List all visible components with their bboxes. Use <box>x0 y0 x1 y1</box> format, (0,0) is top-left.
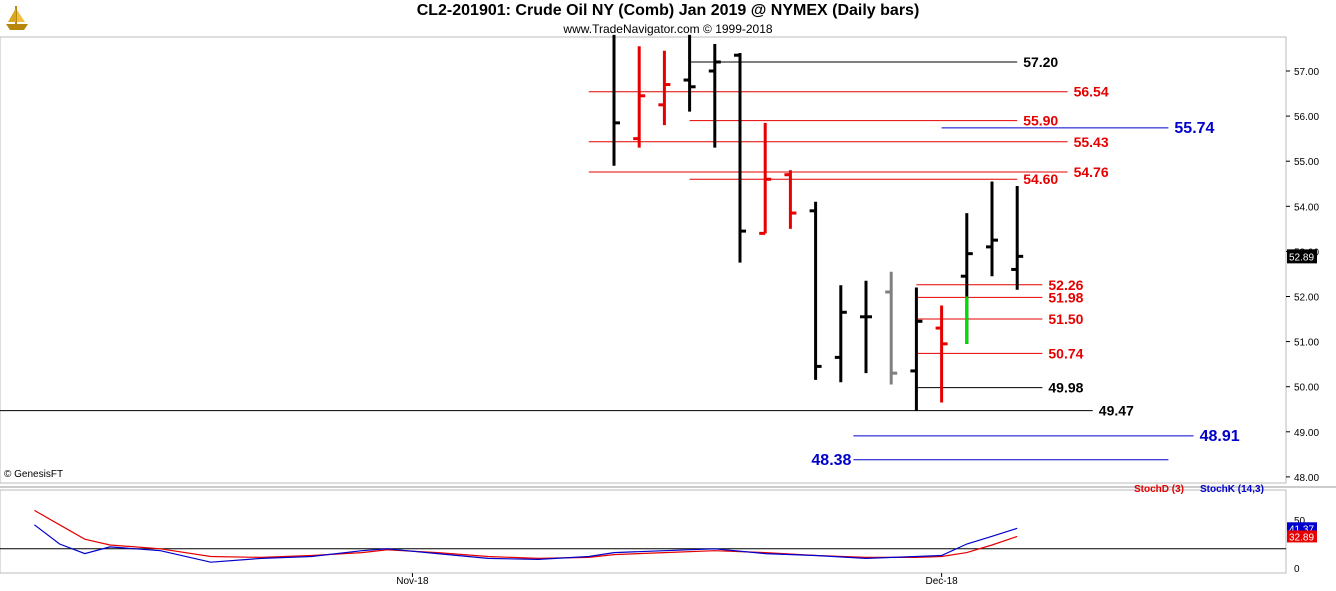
y-tick-label: 49.00 <box>1294 428 1319 439</box>
x-tick-label: Dec-18 <box>925 576 958 587</box>
indicator-panel <box>0 489 1287 574</box>
stochD-value-label: 32.89 <box>1289 532 1314 543</box>
level-label: 51.98 <box>1048 289 1083 305</box>
level-label: 50.74 <box>1048 345 1083 361</box>
stochK-line <box>34 524 1018 563</box>
level-label: 56.54 <box>1074 84 1109 100</box>
stochK-value-label: 41.37 <box>1289 524 1314 535</box>
stochD-value-tag <box>1287 530 1317 543</box>
level-label: 48.38 <box>811 452 851 469</box>
copyright-label: © GenesisFT <box>4 469 64 480</box>
y-tick-label: 55.00 <box>1294 157 1319 168</box>
last-price-tag <box>1287 249 1317 264</box>
indicator-legend-item: StochD (3) <box>1134 484 1184 495</box>
indicator-tick-label: 0 <box>1294 564 1300 575</box>
level-label: 51.50 <box>1048 311 1083 327</box>
level-label: 52.26 <box>1048 277 1083 293</box>
y-tick-label: 54.00 <box>1294 202 1319 213</box>
y-tick-label: 50.00 <box>1294 383 1319 394</box>
price-axis: 48.0049.0050.0051.0052.0053.0054.0055.00… <box>1286 67 1319 484</box>
level-label: 49.47 <box>1099 403 1134 419</box>
chart-subtitle: www.TradeNavigator.com © 1999-2018 <box>563 22 773 36</box>
level-label: 57.20 <box>1023 54 1058 70</box>
level-label: 55.43 <box>1074 134 1109 150</box>
level-label: 49.98 <box>1048 380 1083 396</box>
last-price-label: 52.89 <box>1289 252 1314 263</box>
sailing-ship-icon <box>4 4 30 37</box>
stochD-line <box>34 509 1018 560</box>
x-tick-label: Nov-18 <box>396 576 429 587</box>
price-bars <box>612 34 1024 411</box>
indicator-legend-item: StochK (14,3) <box>1200 484 1264 495</box>
y-tick-label: 56.00 <box>1294 112 1319 123</box>
y-tick-label: 51.00 <box>1294 338 1319 349</box>
indicator-tick-label: 50 <box>1294 516 1306 527</box>
level-label: 54.76 <box>1074 164 1109 180</box>
y-tick-label: 48.00 <box>1294 473 1319 484</box>
level-label: 55.90 <box>1023 113 1058 129</box>
level-label: 48.91 <box>1200 428 1240 445</box>
chart-title: CL2-201901: Crude Oil NY (Comb) Jan 2019… <box>416 2 920 19</box>
level-lines: 57.20 56.54 55.90 55.74 55.43 54.76 54.60 52.26… <box>0 54 1240 469</box>
level-label: 55.74 <box>1174 120 1214 137</box>
price-panel <box>0 36 1287 484</box>
y-tick-label: 52.00 <box>1294 293 1319 304</box>
y-tick-label: 57.00 <box>1294 67 1319 78</box>
time-axis: Nov-18 Dec-18 <box>396 573 958 587</box>
level-label: 54.60 <box>1023 171 1058 187</box>
